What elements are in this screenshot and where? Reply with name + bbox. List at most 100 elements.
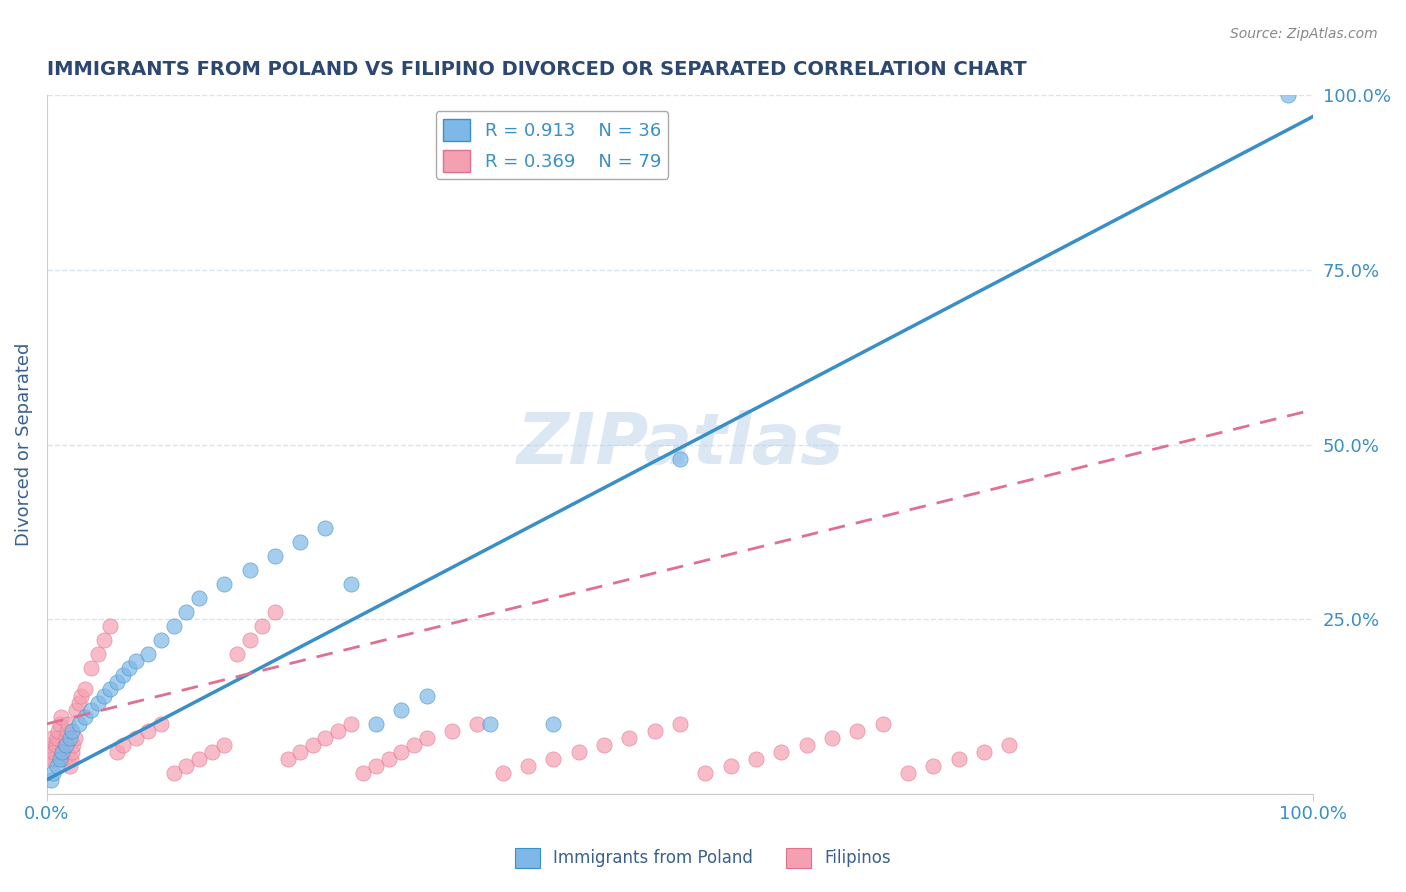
Point	[118, 661, 141, 675]
Point	[63, 731, 86, 745]
Point	[45, 738, 67, 752]
Point	[98, 619, 121, 633]
Text: IMMIGRANTS FROM POLAND VS FILIPINO DIVORCED OR SEPARATED CORRELATION CHART: IMMIGRANTS FROM POLAND VS FILIPINO DIVOR…	[46, 60, 1026, 78]
Legend: R = 0.913    N = 36, R = 0.369    N = 79: R = 0.913 N = 36, R = 0.369 N = 79	[436, 112, 668, 179]
Point	[1277, 88, 1299, 103]
Point	[517, 758, 540, 772]
Point	[669, 451, 692, 466]
Point	[669, 716, 692, 731]
Point	[51, 745, 73, 759]
Point	[720, 758, 742, 772]
Point	[53, 738, 76, 752]
Point	[44, 745, 66, 759]
Point	[288, 745, 311, 759]
Point	[105, 745, 128, 759]
Point	[42, 752, 65, 766]
Point	[391, 745, 413, 759]
Point	[174, 605, 197, 619]
Point	[391, 703, 413, 717]
Point	[46, 731, 69, 745]
Point	[187, 591, 209, 606]
Point	[86, 647, 108, 661]
Point	[48, 716, 70, 731]
Point	[872, 716, 894, 731]
Point	[62, 738, 84, 752]
Point	[73, 681, 96, 696]
Point	[897, 765, 920, 780]
Point	[86, 696, 108, 710]
Point	[948, 752, 970, 766]
Point	[51, 752, 73, 766]
Point	[467, 716, 489, 731]
Point	[80, 661, 103, 675]
Point	[93, 689, 115, 703]
Point	[52, 745, 75, 759]
Legend: Immigrants from Poland, Filipinos: Immigrants from Poland, Filipinos	[508, 841, 898, 875]
Point	[67, 696, 90, 710]
Point	[353, 765, 375, 780]
Point	[568, 745, 591, 759]
Point	[821, 731, 844, 745]
Point	[46, 723, 69, 738]
Point	[416, 689, 439, 703]
Point	[366, 716, 388, 731]
Point	[366, 758, 388, 772]
Point	[162, 765, 184, 780]
Point	[41, 731, 63, 745]
Y-axis label: Divorced or Separated: Divorced or Separated	[15, 343, 32, 546]
Point	[212, 738, 235, 752]
Point	[80, 703, 103, 717]
Point	[315, 521, 337, 535]
Point	[619, 731, 641, 745]
Point	[39, 772, 62, 787]
Point	[149, 716, 172, 731]
Point	[263, 605, 285, 619]
Point	[250, 619, 273, 633]
Point	[93, 633, 115, 648]
Point	[846, 723, 869, 738]
Point	[149, 633, 172, 648]
Point	[973, 745, 995, 759]
Point	[328, 723, 350, 738]
Point	[998, 738, 1021, 752]
Point	[55, 738, 77, 752]
Point	[745, 752, 768, 766]
Point	[200, 745, 222, 759]
Point	[695, 765, 717, 780]
Point	[48, 752, 70, 766]
Point	[136, 647, 159, 661]
Point	[644, 723, 666, 738]
Point	[479, 716, 502, 731]
Point	[111, 738, 134, 752]
Point	[238, 563, 260, 577]
Point	[796, 738, 818, 752]
Point	[46, 758, 69, 772]
Text: Source: ZipAtlas.com: Source: ZipAtlas.com	[1230, 27, 1378, 41]
Point	[416, 731, 439, 745]
Point	[162, 619, 184, 633]
Point	[39, 738, 62, 752]
Point	[263, 549, 285, 564]
Point	[37, 752, 59, 766]
Point	[59, 758, 82, 772]
Point	[543, 716, 565, 731]
Point	[105, 675, 128, 690]
Point	[212, 577, 235, 591]
Point	[111, 668, 134, 682]
Point	[60, 745, 83, 759]
Point	[136, 723, 159, 738]
Point	[922, 758, 945, 772]
Point	[187, 752, 209, 766]
Point	[55, 731, 77, 745]
Point	[65, 703, 87, 717]
Point	[492, 765, 515, 780]
Point	[315, 731, 337, 745]
Point	[404, 738, 426, 752]
Point	[73, 710, 96, 724]
Point	[340, 716, 363, 731]
Point	[49, 710, 72, 724]
Point	[340, 577, 363, 591]
Point	[593, 738, 616, 752]
Point	[770, 745, 793, 759]
Text: ZIPatlas: ZIPatlas	[516, 410, 844, 479]
